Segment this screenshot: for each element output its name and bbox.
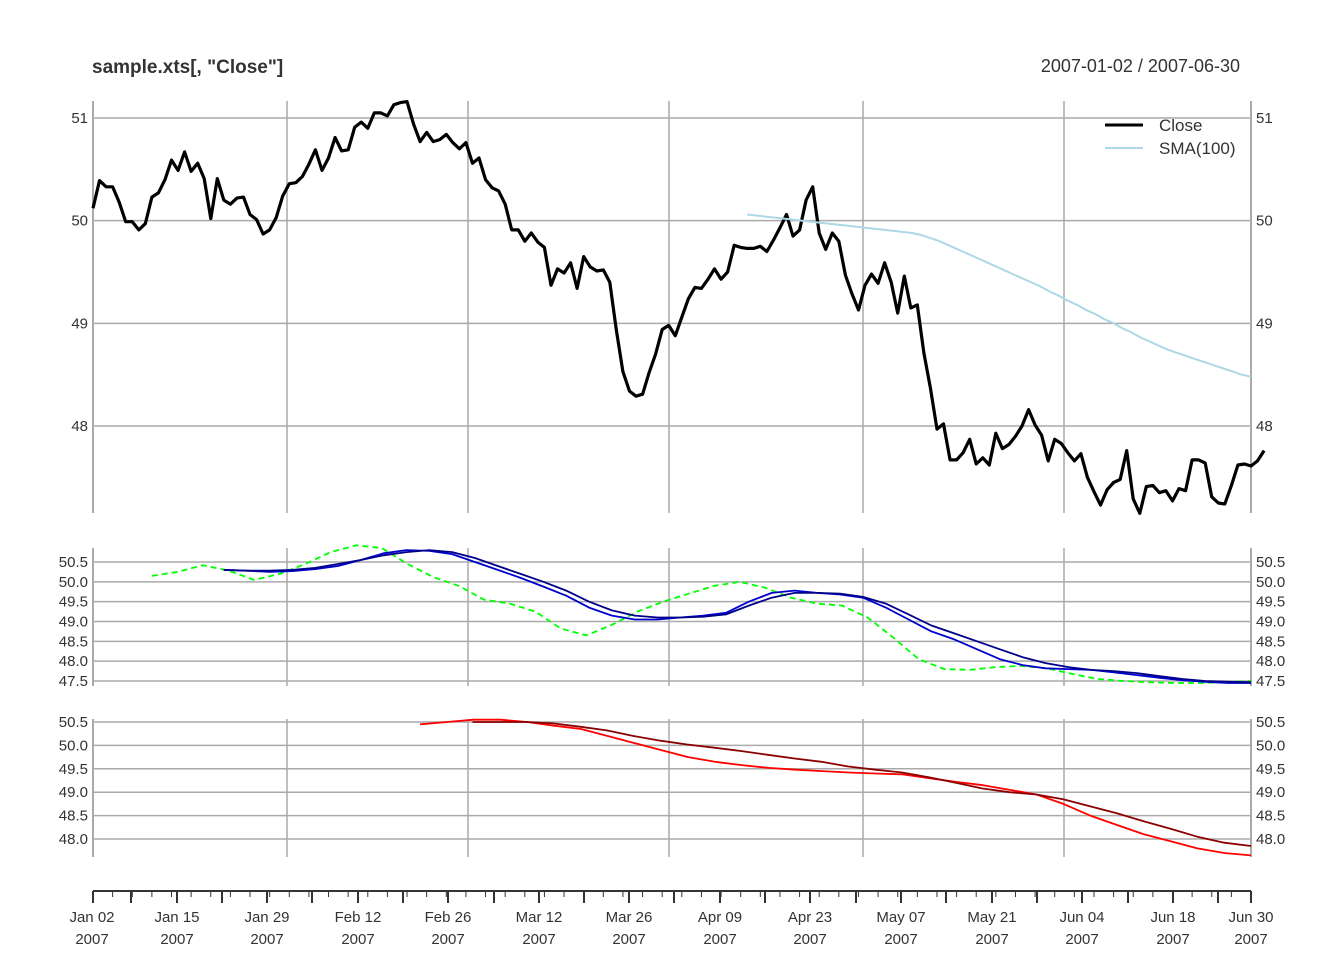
series-line-2-3: [223, 549, 1252, 684]
y-tick-label-left: 50.5: [59, 714, 88, 731]
x-axis: Jan 02 2007 Jan 15 2007 Jan 29 2007 Feb 12 2007…: [69, 890, 1274, 948]
y-tick-label-left: 49: [71, 315, 88, 332]
x-tick-label-year: 2007: [160, 931, 193, 948]
x-tick-label-year: 2007: [250, 931, 283, 948]
date-range: 2007-01-02 / 2007-06-30: [1041, 56, 1240, 76]
x-tick-label-date: May 07: [876, 909, 925, 926]
x-tick-label-date: Feb 26: [425, 909, 472, 926]
y-tick-label-left: 47.5: [59, 673, 88, 690]
chart-title: sample.xts[, "Close"]: [92, 57, 283, 78]
x-tick-label-date: Jun 30: [1228, 909, 1273, 926]
y-tick-label-right: 48.5: [1256, 633, 1285, 650]
x-tick-label-year: 2007: [884, 931, 917, 948]
y-tick-label-left: 49.5: [59, 594, 88, 611]
legend-label-sma: SMA(100): [1159, 139, 1236, 158]
y-tick-label-right: 50.0: [1256, 737, 1285, 754]
x-tick-label-date: Jan 15: [154, 909, 199, 926]
y-tick-label-right: 47.5: [1256, 673, 1285, 690]
series-line-3-2: [472, 721, 1252, 847]
x-tick-label-year: 2007: [1156, 931, 1189, 948]
y-tick-label-right: 49.0: [1256, 614, 1285, 631]
y-tick-label-right: 48.5: [1256, 808, 1285, 825]
y-tick-label-right: 48.0: [1256, 831, 1285, 848]
panel-1: 51 51 50 50 49 49 48 48: [71, 99, 1273, 515]
x-tick-label-year: 2007: [1234, 931, 1267, 948]
series-line-2-2: [223, 549, 1251, 684]
y-tick-label-left: 48.5: [59, 633, 88, 650]
x-tick-label-date: Jun 04: [1059, 909, 1104, 926]
y-tick-label-left: 48.0: [59, 831, 88, 848]
y-tick-label-left: 50.5: [59, 554, 88, 571]
x-tick-label-year: 2007: [75, 931, 108, 948]
x-tick-label-date: May 21: [967, 909, 1016, 926]
y-tick-label-right: 49.0: [1256, 784, 1285, 801]
x-tick-label-year: 2007: [793, 931, 826, 948]
series-line-1-1: [91, 99, 1266, 515]
y-tick-label-right: 49.5: [1256, 761, 1285, 778]
y-tick-label-left: 50: [71, 213, 88, 230]
y-tick-label-left: 48.0: [59, 653, 88, 670]
y-tick-label-left: 48.5: [59, 808, 88, 825]
y-tick-label-left: 51: [71, 110, 88, 127]
y-tick-label-right: 50: [1256, 213, 1273, 230]
series-line-1-2: [747, 213, 1252, 378]
x-tick-label-year: 2007: [341, 931, 374, 948]
y-tick-label-right: 50.0: [1256, 574, 1285, 591]
x-tick-label-year: 2007: [975, 931, 1008, 948]
y-tick-label-left: 49.0: [59, 784, 88, 801]
y-tick-label-left: 50.0: [59, 737, 88, 754]
x-tick-label-date: Jan 02: [69, 909, 114, 926]
y-tick-label-left: 50.0: [59, 574, 88, 591]
x-tick-label-year: 2007: [1065, 931, 1098, 948]
y-tick-label-right: 50.5: [1256, 554, 1285, 571]
y-tick-label-right: 50.5: [1256, 714, 1285, 731]
series-line-3-1: [420, 718, 1252, 857]
series-line-2-1: [151, 544, 1252, 684]
panel-3: 50.5 50.5 50.0 50.0 49.5 49.5 49.0 49.0 48.5 48.5…: [59, 714, 1285, 857]
x-tick-label-year: 2007: [431, 931, 464, 948]
y-tick-label-left: 49.0: [59, 614, 88, 631]
x-tick-label-date: Feb 12: [335, 909, 382, 926]
x-tick-label-year: 2007: [612, 931, 645, 948]
x-tick-label-year: 2007: [522, 931, 555, 948]
y-tick-label-left: 48: [71, 418, 88, 435]
legend: Close SMA(100): [1105, 116, 1236, 158]
legend-label-close: Close: [1159, 116, 1202, 135]
y-tick-label-right: 51: [1256, 110, 1273, 127]
y-tick-label-right: 48: [1256, 418, 1273, 435]
x-tick-label-date: Jan 29: [244, 909, 289, 926]
y-tick-label-right: 48.0: [1256, 653, 1285, 670]
y-tick-label-left: 49.5: [59, 761, 88, 778]
x-tick-label-date: Mar 12: [516, 909, 563, 926]
x-tick-label-year: 2007: [703, 931, 736, 948]
y-tick-label-right: 49.5: [1256, 594, 1285, 611]
x-tick-label-date: Jun 18: [1150, 909, 1195, 926]
x-tick-label-date: Mar 26: [606, 909, 653, 926]
x-tick-label-date: Apr 23: [788, 909, 832, 926]
y-tick-label-right: 49: [1256, 315, 1273, 332]
panel-2: 50.5 50.5 50.0 50.0 49.5 49.5 49.0 49.0 48.5 48.5…: [59, 544, 1285, 690]
x-tick-label-date: Apr 09: [698, 909, 742, 926]
